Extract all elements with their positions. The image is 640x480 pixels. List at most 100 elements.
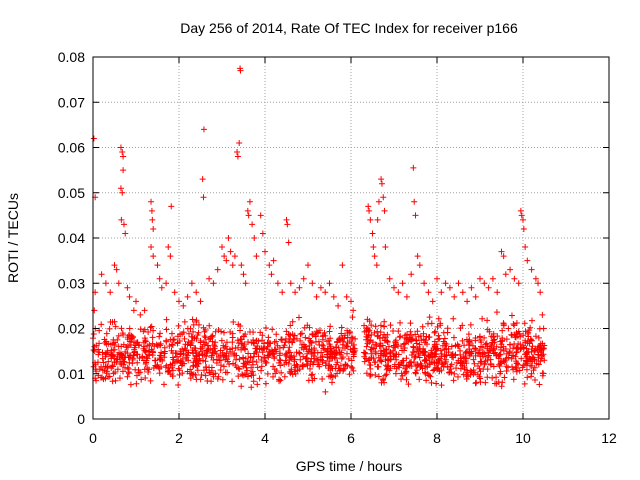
data-point <box>150 364 157 371</box>
data-point <box>485 352 492 359</box>
data-point <box>118 216 125 223</box>
data-point <box>395 328 402 335</box>
data-point <box>90 346 97 353</box>
data-point <box>153 341 160 348</box>
data-point <box>244 207 251 214</box>
data-point <box>208 354 215 361</box>
data-point <box>122 230 129 237</box>
data-point <box>114 366 121 373</box>
data-point <box>163 362 170 369</box>
data-point <box>148 207 155 214</box>
data-point <box>169 354 176 361</box>
data-point <box>398 370 405 377</box>
data-point <box>169 373 176 380</box>
data-point <box>422 370 429 377</box>
data-point <box>270 363 277 370</box>
data-point <box>521 320 528 327</box>
data-point <box>364 316 371 323</box>
data-point <box>412 331 419 338</box>
data-point <box>183 354 190 361</box>
data-point <box>193 376 200 383</box>
data-point <box>179 355 186 362</box>
data-point <box>265 334 272 341</box>
data-point <box>247 354 254 361</box>
data-point <box>296 366 303 373</box>
data-point <box>238 340 245 347</box>
data-point <box>293 349 300 356</box>
x-tick-label: 6 <box>347 430 355 446</box>
data-point <box>349 365 356 372</box>
y-tick-label: 0.01 <box>58 366 85 382</box>
data-point <box>528 266 535 273</box>
data-point <box>166 343 173 350</box>
data-point <box>481 334 488 341</box>
data-point <box>497 338 504 345</box>
x-tick-label: 8 <box>433 430 441 446</box>
data-point <box>165 244 172 251</box>
data-point <box>308 372 315 379</box>
data-point <box>245 350 252 357</box>
data-point <box>270 373 277 380</box>
data-point <box>375 363 382 370</box>
data-point <box>454 341 461 348</box>
data-point <box>416 354 423 361</box>
data-point <box>248 384 255 391</box>
data-point <box>381 323 388 330</box>
data-point <box>125 369 132 376</box>
data-point <box>528 373 535 380</box>
data-point <box>106 325 113 332</box>
x-tick-label: 0 <box>89 430 97 446</box>
data-point <box>363 343 370 350</box>
data-point <box>446 369 453 376</box>
data-point <box>457 325 464 332</box>
data-point <box>236 139 243 146</box>
data-point <box>432 328 439 335</box>
data-point <box>292 289 299 296</box>
data-point <box>539 340 546 347</box>
data-point <box>312 333 319 340</box>
data-point <box>142 349 149 356</box>
data-point <box>327 367 334 374</box>
data-point <box>366 207 373 214</box>
x-axis-ticks: 0 2 4 6 8 10 12 <box>89 57 617 446</box>
data-point <box>219 376 226 383</box>
data-point <box>313 293 320 300</box>
data-point <box>515 361 522 368</box>
data-point <box>220 353 227 360</box>
data-point <box>423 357 430 364</box>
data-point <box>257 329 264 336</box>
data-point <box>260 345 267 352</box>
data-point <box>315 357 322 364</box>
data-point <box>431 329 438 336</box>
data-point <box>490 333 497 340</box>
data-point <box>264 370 271 377</box>
data-point <box>484 366 491 373</box>
data-point <box>426 314 433 321</box>
data-point <box>453 365 460 372</box>
data-point <box>467 321 474 328</box>
data-point <box>349 335 356 342</box>
data-point <box>189 347 196 354</box>
data-point <box>306 365 313 372</box>
data-point <box>209 349 216 356</box>
data-point <box>258 367 265 374</box>
data-point <box>462 350 469 357</box>
data-point <box>251 235 258 241</box>
data-point <box>208 364 215 371</box>
data-point <box>234 344 241 351</box>
data-point <box>346 371 353 378</box>
data-point <box>103 330 110 337</box>
data-point <box>246 198 253 205</box>
data-point <box>291 362 298 369</box>
data-point <box>246 328 253 335</box>
data-point <box>536 381 543 388</box>
data-point <box>465 331 472 338</box>
data-point <box>237 67 244 74</box>
data-point <box>319 333 326 340</box>
y-tick-label: 0.05 <box>58 185 85 201</box>
data-point <box>120 341 127 348</box>
data-point <box>200 324 207 331</box>
y-tick-label: 0 <box>77 411 85 427</box>
data-point <box>256 375 263 382</box>
data-point <box>335 336 342 343</box>
